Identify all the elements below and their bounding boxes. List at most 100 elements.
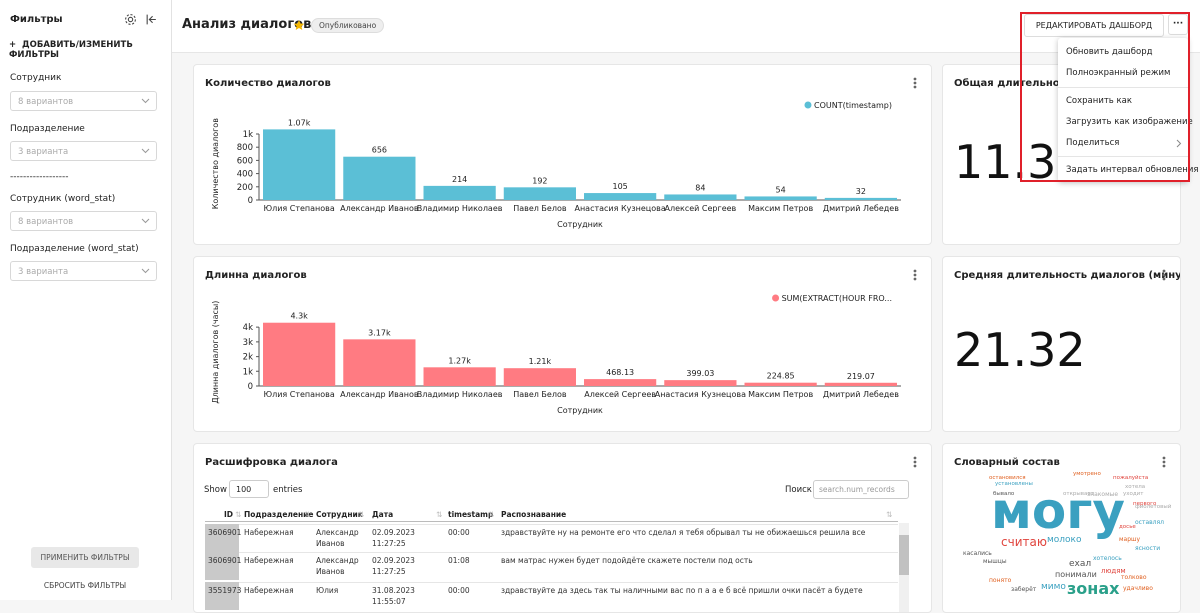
column-header: Дата (372, 510, 394, 519)
panel-menu-icon[interactable] (913, 269, 917, 281)
panel-title: Количество диалогов (205, 78, 331, 89)
value-label: 54 (776, 185, 786, 194)
column-header: ID (224, 510, 234, 519)
table-cell: 02.09.2023 11:27:25 (372, 556, 415, 576)
bar-chart: 0 1k 2k 3k 4k Длинна диалогов (часы) Сотрудник… (211, 294, 901, 415)
cloud-word: мышцы (983, 558, 1007, 565)
cloud-word: досье (1119, 524, 1136, 530)
cloud-word: молоко (1047, 535, 1082, 545)
bar (744, 196, 817, 200)
column-header: Распознавание (501, 510, 567, 519)
menu-item[interactable]: Поделиться (1066, 138, 1120, 148)
legend-swatch (804, 101, 812, 109)
table-cell: Юлия (316, 586, 339, 595)
value-label: 1.07k (288, 118, 311, 127)
panel-menu-icon[interactable] (1162, 269, 1166, 281)
chevron-icon (141, 98, 150, 104)
cloud-word: понимали (1055, 570, 1097, 579)
add-filters-label: ДОБАВИТЬ/ИЗМЕНИТЬ ФИЛЬТРЫ (9, 40, 133, 60)
value-label: 105 (612, 182, 627, 191)
cloud-word: толково (1121, 574, 1147, 581)
value-label: 84 (695, 183, 705, 192)
cloud-word: маршу (1119, 536, 1141, 543)
y-tick-label: 1k (243, 130, 253, 140)
search-input[interactable]: search.num_records (813, 480, 909, 499)
add-filters-button[interactable]: + ДОБАВИТЬ/ИЗМЕНИТЬ ФИЛЬТРЫ (9, 40, 171, 60)
value-label: 4.3k (290, 312, 308, 321)
collapse-icon[interactable] (145, 13, 158, 26)
filter-select[interactable]: 3 варианта (10, 141, 157, 161)
page-size-select[interactable]: 100 (229, 480, 269, 498)
filter-select[interactable]: 8 вариантов (10, 211, 157, 231)
row-divider (205, 524, 898, 525)
favorite-star[interactable] (293, 19, 305, 31)
menu-item[interactable]: Задать интервал обновления (1066, 165, 1199, 175)
filter-select[interactable]: 8 вариантов (10, 91, 157, 111)
panel-title: Средняя длительность диалогов (минуты) (954, 270, 1181, 281)
table-cell: Александр Иванов (316, 556, 359, 576)
value-label: 399.03 (686, 369, 714, 378)
menu-divider (1058, 156, 1188, 157)
cloud-word: умотрено (1073, 471, 1101, 477)
scrollbar-thumb[interactable] (899, 535, 909, 575)
filter-select[interactable]: 3 варианта (10, 261, 157, 281)
highlight-box (1020, 12, 1190, 182)
panel-menu-icon[interactable] (913, 77, 917, 89)
cloud-word: считаю (1001, 535, 1047, 549)
panel-menu-icon[interactable] (913, 456, 917, 468)
cloud-word: пожалуйста (1113, 475, 1149, 481)
menu-item[interactable]: Обновить дашборд (1066, 47, 1153, 57)
table-cell: 3606901 (208, 556, 242, 565)
filter-label: Подразделение (word_stat) (10, 244, 139, 254)
value-label: 192 (532, 176, 547, 185)
bar (423, 367, 496, 386)
table-cell: вам матрас нужен будет подойдёте скажете… (501, 556, 753, 565)
cloud-word: могу (991, 482, 1125, 540)
value-label: 3.17k (368, 328, 391, 337)
submenu-arrow (1176, 139, 1182, 148)
x-tick-label: Владимир Николаев (417, 204, 503, 213)
sort-icon: ⇅ (488, 510, 495, 519)
sort-icon: ⇅ (358, 510, 365, 519)
plus-icon: + (9, 40, 23, 50)
table-cell: Александр Иванов (316, 528, 359, 548)
value-label: 224.85 (767, 372, 795, 381)
filter-placeholder: 8 вариантов (18, 97, 74, 107)
kpi-value: 21.32 (954, 323, 1086, 377)
y-tick-label: 4k (243, 323, 253, 333)
scrollbar[interactable] (899, 523, 909, 612)
column-header: Сотрудник (316, 510, 363, 519)
x-tick-label: Александр Иванов (340, 390, 419, 399)
bar (664, 380, 737, 386)
x-tick-label: Дмитрий Лебедев (823, 204, 899, 213)
filter-placeholder: 3 варианта (18, 147, 69, 157)
filter-label: Сотрудник (word_stat) (10, 194, 116, 204)
x-axis-label: Сотрудник (557, 406, 603, 415)
more-button[interactable]: ··· (1168, 14, 1188, 35)
menu-item[interactable]: Загрузить как изображение (1066, 117, 1193, 127)
sort-icon: ⇅ (304, 510, 311, 519)
row-divider (205, 582, 898, 583)
cloud-word: заберёт (1011, 586, 1037, 593)
cloud-word: открывает (1063, 491, 1094, 497)
settings-icon[interactable] (124, 13, 137, 26)
menu-item[interactable]: Сохранить как (1066, 96, 1132, 106)
edit-dashboard-button[interactable]: РЕДАКТИРОВАТЬ ДАШБОРД (1024, 14, 1164, 37)
y-tick-label: 1k (243, 367, 253, 377)
entries-label: entries (273, 485, 303, 495)
panel-menu-icon[interactable] (1162, 456, 1166, 468)
reset-filters-button[interactable]: СБРОСИТЬ ФИЛЬТРЫ (43, 581, 127, 590)
row-divider (205, 552, 898, 553)
bar (503, 368, 576, 386)
id-cell-bg (205, 552, 239, 580)
cloud-word: хотелось (1093, 555, 1122, 562)
x-tick-label: Анастасия Кузнецова (574, 204, 665, 213)
menu-item[interactable]: Полноэкранный режим (1066, 68, 1171, 78)
y-tick-label: 2k (243, 353, 253, 363)
filter-label: Сотрудник (10, 73, 62, 83)
apply-filters-button[interactable]: ПРИМЕНИТЬ ФИЛЬТРЫ (31, 547, 139, 568)
x-tick-label: Александр Иванов (340, 204, 419, 213)
cloud-word: бывало (993, 491, 1015, 497)
panel-title: Словарный состав (954, 457, 1060, 468)
sort-icon: ⇅ (235, 510, 242, 519)
